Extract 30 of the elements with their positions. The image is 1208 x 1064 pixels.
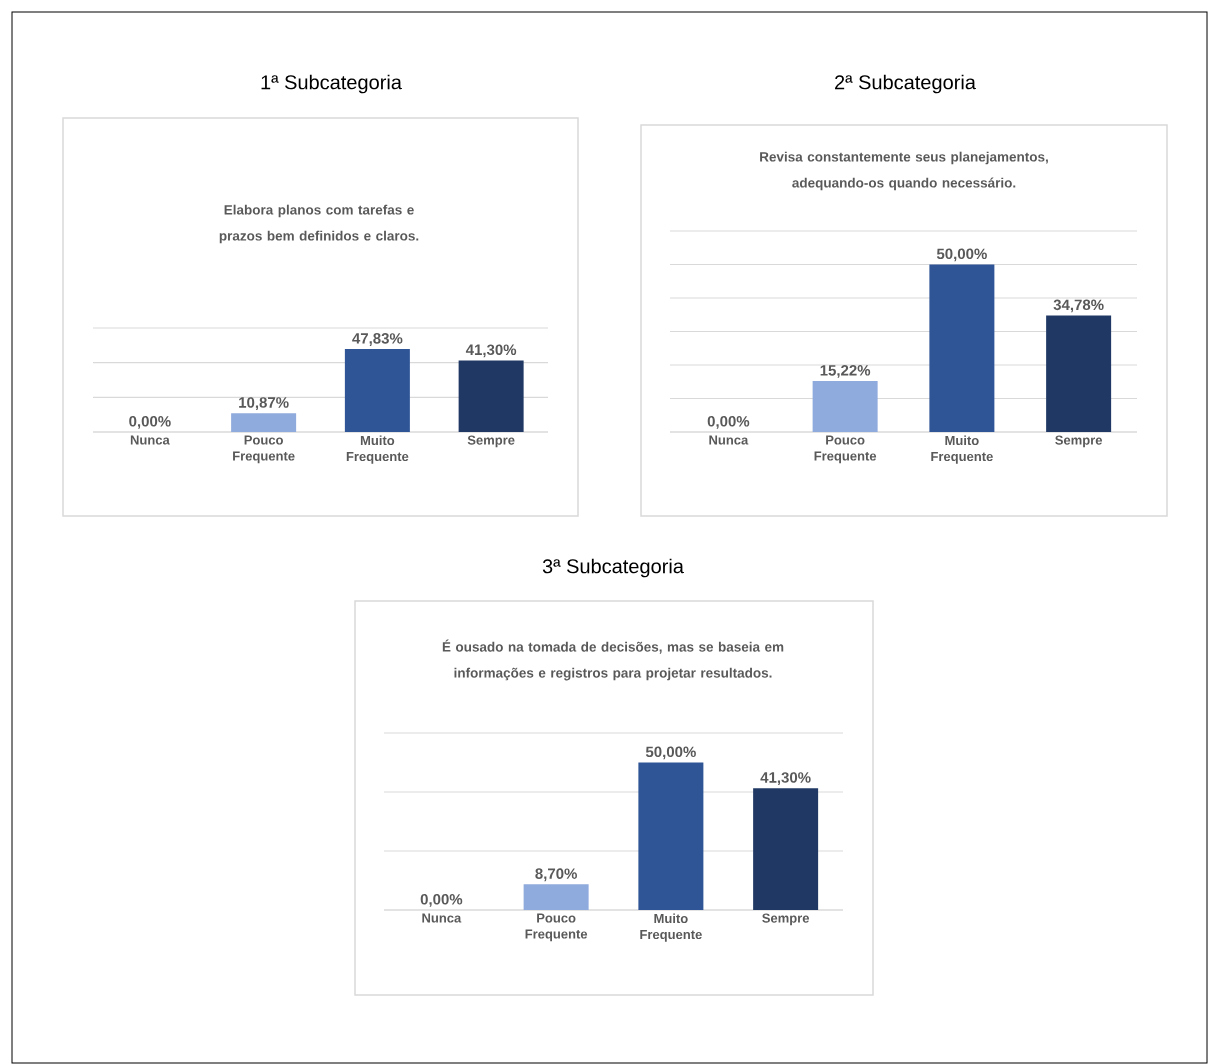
data-label: 41,30% bbox=[465, 344, 517, 358]
x-tick-label: Sempre bbox=[1055, 435, 1103, 448]
x-tick-label: Pouco Frequente bbox=[814, 435, 877, 464]
x-tick-label: Nunca bbox=[130, 435, 170, 445]
x-tick-label: Nunca bbox=[422, 913, 462, 923]
x-tick-label: Nunca bbox=[709, 435, 749, 445]
x-tick-label: Muito Frequente bbox=[931, 435, 993, 464]
x-tick-label: Sempre bbox=[762, 913, 810, 926]
data-label: 47,83% bbox=[352, 333, 403, 346]
data-label: 10,87% bbox=[239, 397, 289, 410]
x-tick-label: Pouco Frequente bbox=[525, 913, 588, 942]
x-tick-label: Sempre bbox=[467, 435, 515, 448]
data-label: 50,00% bbox=[645, 746, 696, 760]
chart-title: 3ª Subcategoria bbox=[542, 558, 684, 578]
chart-title: 2ª Subcategoria bbox=[835, 74, 976, 94]
chart-subtitle: Revisa constantemente seus planejamentos, adequando-os quando necessário. bbox=[760, 151, 1048, 191]
data-label: 0,00% bbox=[707, 416, 750, 429]
x-tick-label: Pouco Frequente bbox=[233, 435, 295, 464]
data-label: 34,78% bbox=[1053, 299, 1104, 313]
data-label: 41,30% bbox=[760, 772, 811, 785]
data-label: 0,00% bbox=[420, 894, 463, 907]
data-label: 0,00% bbox=[129, 416, 171, 429]
chart-subtitle: Elabora planos com tarefas e prazos bem definidos e claros. bbox=[219, 204, 419, 244]
data-label: 15,22% bbox=[820, 365, 871, 378]
data-label: 8,70% bbox=[535, 868, 577, 882]
x-tick-label: Muito Frequente bbox=[346, 435, 409, 464]
x-tick-label: Muito Frequente bbox=[640, 913, 702, 942]
chart-title: 1ª Subcategoria bbox=[261, 74, 402, 94]
chart-subtitle: É ousado na tomada de decisões, mas se baseia em informações e registros para projetar resultados. bbox=[442, 639, 784, 681]
data-label: 50,00% bbox=[936, 248, 987, 262]
